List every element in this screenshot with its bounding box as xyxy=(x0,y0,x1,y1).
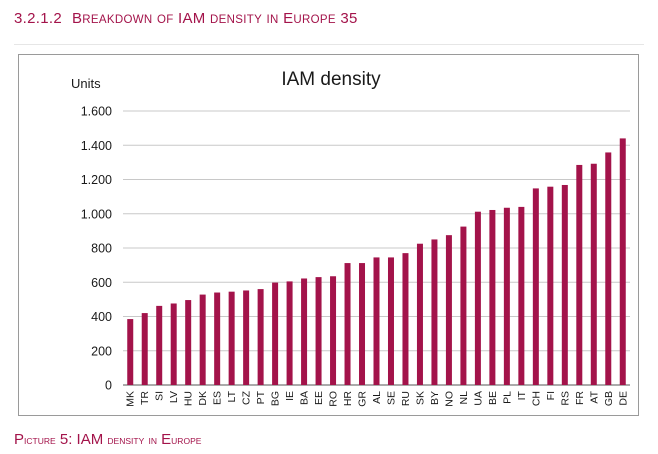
x-tick-label: FR xyxy=(574,391,586,405)
y-tick-label: 200 xyxy=(91,344,112,358)
y-tick-label: 1.400 xyxy=(81,139,112,153)
bar-rs xyxy=(561,184,568,385)
x-tick-label: PT xyxy=(255,390,267,404)
x-tick-label: TR xyxy=(139,391,151,405)
bar-si xyxy=(156,305,163,385)
x-tick-label: LT xyxy=(226,390,238,402)
iam-density-chart: IAM density Units 0 200 400 600 800 1.000 1.200 1… xyxy=(71,69,630,407)
x-tick-label: HR xyxy=(342,391,354,407)
bar-lt xyxy=(228,291,235,385)
y-tick-label: 1.200 xyxy=(81,173,112,187)
x-tick-label: PL xyxy=(501,391,513,404)
x-tick-label: SI xyxy=(154,391,166,401)
bar-at xyxy=(590,163,597,385)
x-tick-label: NO xyxy=(443,391,455,407)
x-tick-label: RO xyxy=(328,391,340,407)
x-tick-label: GB xyxy=(603,391,615,406)
x-tick-label: AT xyxy=(588,390,600,403)
x-tick-label: SE xyxy=(385,391,397,405)
x-tick-label: BE xyxy=(487,391,499,405)
x-tick-label: NL xyxy=(458,391,470,405)
bar-sk xyxy=(416,243,423,385)
bar-hu xyxy=(185,300,192,385)
y-tick-label: 1.600 xyxy=(81,105,112,119)
bar-nl xyxy=(460,226,467,385)
y-tick-label: 0 xyxy=(105,379,112,393)
bar-pl xyxy=(503,207,510,385)
y-tick-label: 1.000 xyxy=(81,207,112,221)
x-tick-label: IE xyxy=(284,391,296,401)
x-tick-label: BG xyxy=(270,391,282,406)
x-tick-label: LV xyxy=(168,391,180,403)
bar-mk xyxy=(127,319,134,385)
bar-gb xyxy=(605,152,612,385)
x-tick-label: FI xyxy=(545,391,557,400)
section-title: BREAKDOWN OF IAM DENSITY IN EUROPE 35 xyxy=(71,10,358,27)
bar-be xyxy=(489,209,496,385)
y-tick-label: 600 xyxy=(91,276,112,290)
x-tick-label: EE xyxy=(313,391,325,405)
section-number: 3.2.1.2 xyxy=(14,10,62,27)
bar-de xyxy=(619,138,626,385)
x-tick-label: CH xyxy=(530,391,542,406)
y-tick-label: 800 xyxy=(91,242,112,256)
bar-es xyxy=(214,292,221,385)
x-tick-label: GR xyxy=(357,391,369,407)
bar-fr xyxy=(576,164,583,385)
bar-se xyxy=(387,257,394,385)
x-tick-label: ES xyxy=(212,391,224,405)
x-tick-label: MK xyxy=(125,391,137,407)
bar-bg xyxy=(272,282,279,385)
bar-it xyxy=(518,206,525,385)
x-tick-label: DE xyxy=(617,391,629,406)
chart-title: IAM density xyxy=(281,69,381,90)
chart-frame: IAM density Units 0 200 400 600 800 1.000 1.200 1… xyxy=(18,54,639,416)
bar-tr xyxy=(141,313,148,385)
x-tick-label: IT xyxy=(516,390,528,400)
picture-caption: PICTURE 5: IAM DENSITY IN EUROPE xyxy=(14,431,202,448)
x-tick-label: RU xyxy=(400,391,412,406)
x-tick-label: HU xyxy=(183,391,195,406)
y-tick-label: 400 xyxy=(91,310,112,324)
bar-ee xyxy=(315,277,322,385)
bar-cz xyxy=(243,290,250,385)
bar-gr xyxy=(359,263,366,385)
bar-ro xyxy=(330,276,337,385)
x-tick-label: BY xyxy=(429,391,441,405)
bar-ba xyxy=(301,278,308,385)
bar-no xyxy=(445,235,452,385)
bar-hr xyxy=(344,263,351,385)
bar-fi xyxy=(547,186,554,385)
bar-dk xyxy=(199,294,206,385)
y-axis-label: Units xyxy=(71,76,101,91)
x-tick-label: UA xyxy=(472,391,484,406)
bar-ch xyxy=(532,188,539,385)
bar-by xyxy=(431,239,438,385)
x-tick-label: BA xyxy=(299,391,311,405)
bar-al xyxy=(373,257,380,385)
bar-ua xyxy=(474,211,481,385)
x-tick-label: DK xyxy=(197,391,209,406)
x-tick-label: RS xyxy=(559,391,571,406)
bar-ie xyxy=(286,281,293,385)
x-tick-label: SK xyxy=(414,391,426,405)
x-tick-label: CZ xyxy=(241,390,253,405)
bar-lv xyxy=(170,303,177,385)
section-heading: 3.2.1.2 BREAKDOWN OF IAM DENSITY IN EUROP… xyxy=(14,10,358,27)
heading-divider xyxy=(14,44,644,45)
bar-ru xyxy=(402,253,409,385)
bar-pt xyxy=(257,289,264,385)
x-tick-label: AL xyxy=(371,391,383,404)
